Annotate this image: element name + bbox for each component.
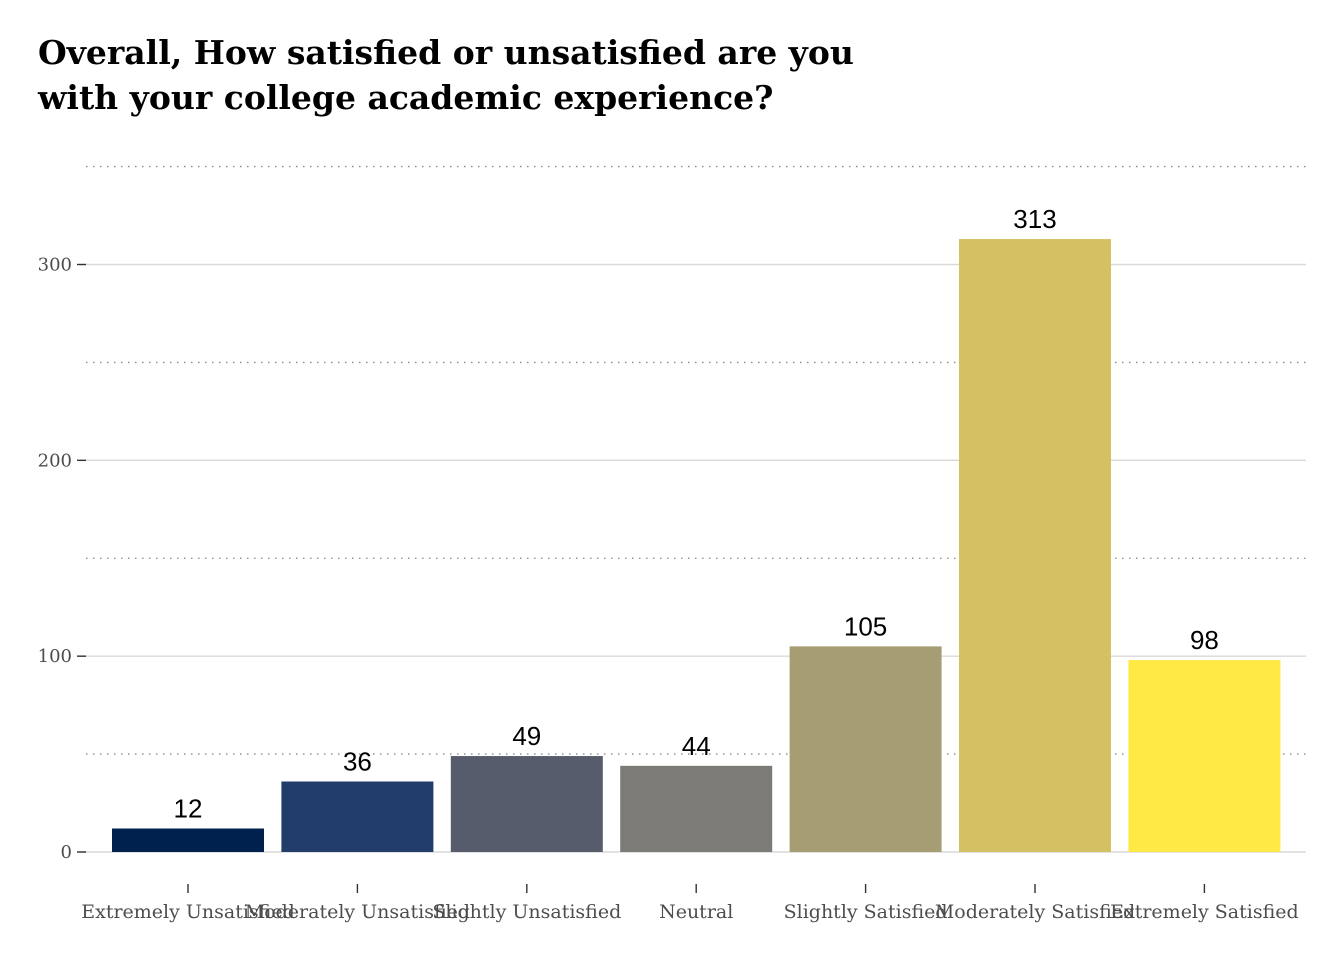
chart-title: Overall, How satisfied or unsatisfied ar… (38, 30, 1038, 120)
axes: 0 100 200 300 (38, 255, 1206, 893)
data-label: 105 (844, 611, 887, 641)
y-tick-label: 100 (38, 646, 72, 667)
data-label: 49 (512, 721, 541, 751)
x-tick-label: Extremely Unsatisfied (81, 901, 295, 923)
y-tick-label: 0 (61, 842, 72, 863)
data-label: 44 (682, 731, 711, 761)
bar (1128, 660, 1281, 852)
y-tick-label: 200 (38, 450, 72, 471)
bar (450, 756, 603, 852)
x-tick-label: Moderately Unsatisfied (245, 901, 470, 923)
bar (620, 765, 773, 852)
chart-title-line-1: Overall, How satisfied or unsatisfied ar… (38, 33, 854, 72)
labels: 12 Extremely Unsatisfied 36 Moderately Unsa… (81, 204, 1298, 923)
bar (789, 646, 942, 852)
x-tick-label: Moderately Satisfied (935, 901, 1135, 923)
chart-title-line-2: with your college academic experience? (38, 78, 774, 117)
x-tick-label: Slightly Unsatisfied (432, 901, 621, 923)
data-label: 313 (1013, 204, 1056, 234)
bar (281, 781, 434, 852)
data-label: 36 (343, 747, 372, 777)
bars (112, 239, 1281, 852)
x-tick-label: Extremely Satisfied (1110, 901, 1299, 923)
y-tick-label: 300 (38, 255, 72, 276)
x-tick-label: Slightly Satisfied (784, 901, 948, 923)
x-tick-label: Neutral (659, 901, 733, 923)
data-label: 12 (174, 794, 203, 824)
data-label: 98 (1190, 625, 1219, 655)
bar (112, 828, 264, 852)
bar (959, 239, 1111, 852)
